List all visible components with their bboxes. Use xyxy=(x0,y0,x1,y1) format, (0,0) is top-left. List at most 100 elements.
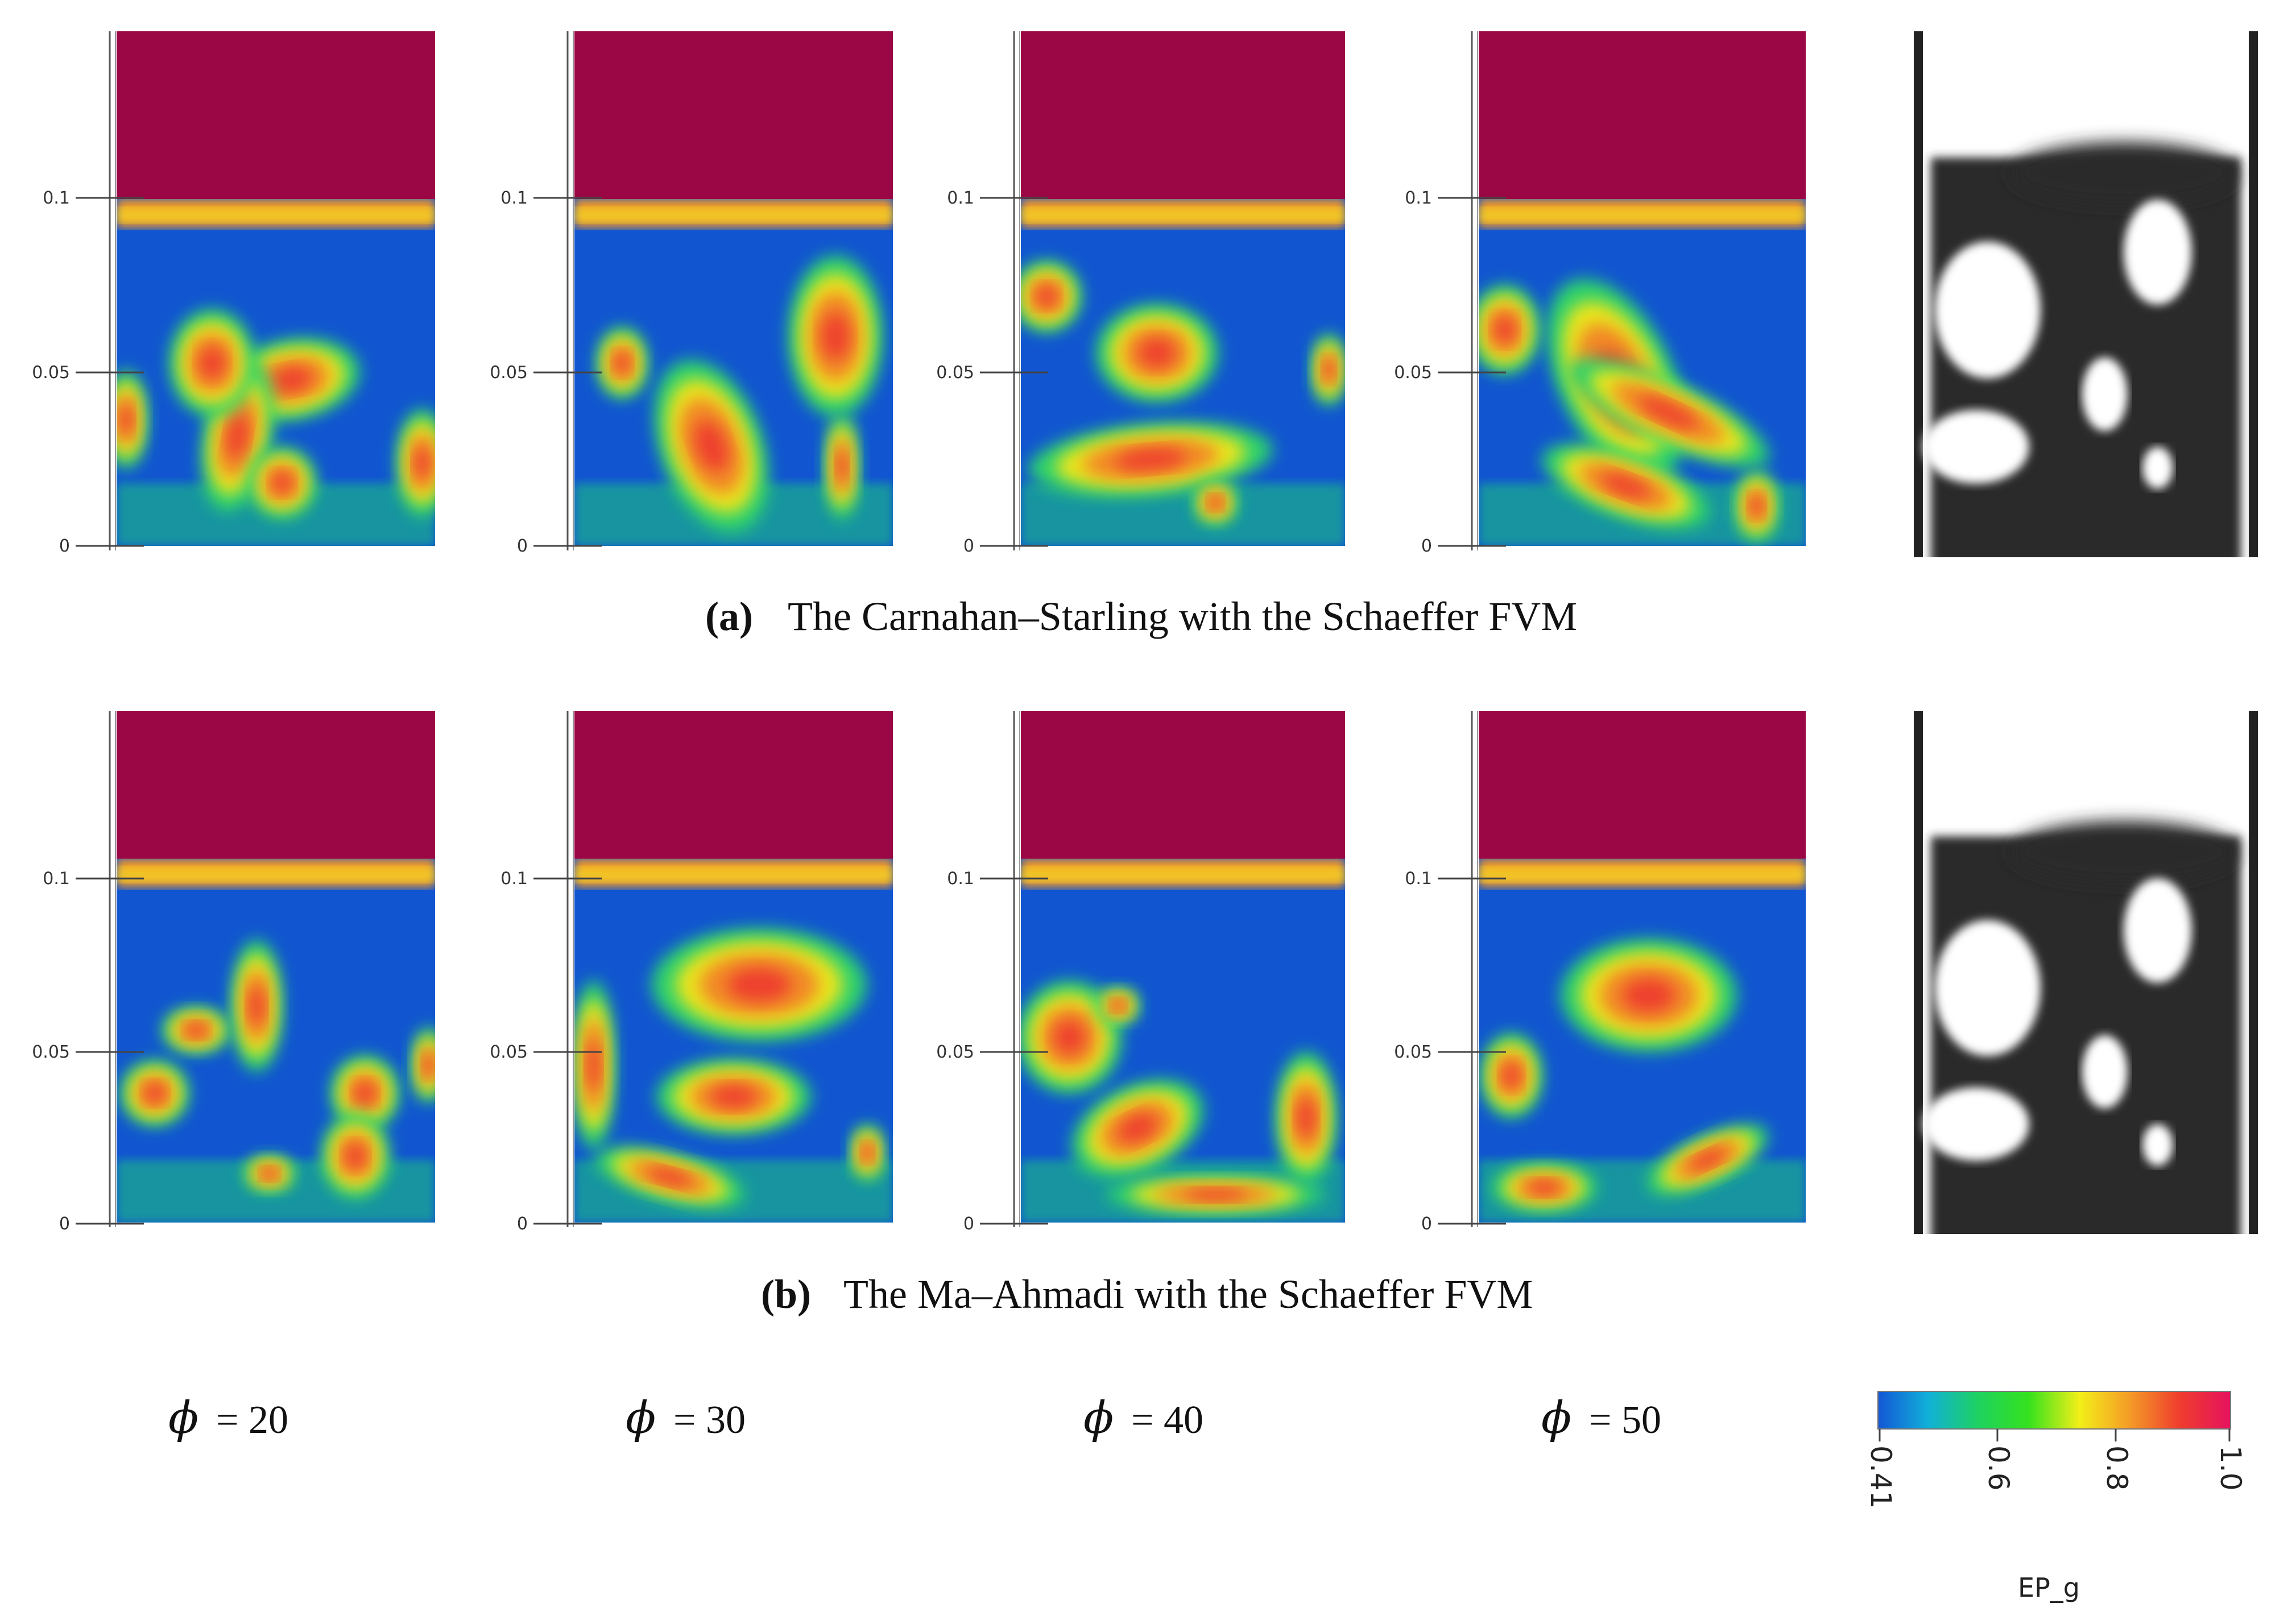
phi-symbol: ϕ xyxy=(1083,1393,1114,1444)
bubble-blob xyxy=(1491,1163,1598,1212)
experiment-photo xyxy=(1897,711,2275,1234)
colorbar-gradient xyxy=(1878,1391,2231,1429)
y-tick-label: 0 xyxy=(517,536,528,556)
bubble-white xyxy=(2082,1035,2128,1109)
bubble-blob xyxy=(243,1154,296,1193)
bubble-blob xyxy=(788,255,883,417)
surface-band-light xyxy=(117,867,435,882)
bubble-blob xyxy=(596,327,648,399)
bubble-blob xyxy=(247,446,317,519)
phi-label-30: ϕ = 30 xyxy=(626,1393,746,1444)
surface-band-light xyxy=(1021,867,1345,882)
bubble-blob xyxy=(1560,938,1737,1052)
bubble-white xyxy=(2124,878,2192,983)
surface-band-light xyxy=(1479,867,1806,882)
bubble-blob xyxy=(825,412,859,520)
freeboard-region xyxy=(574,711,893,859)
bubble-white xyxy=(2142,446,2173,489)
bed-bottom-band xyxy=(1021,483,1345,546)
bubble-blob xyxy=(1734,470,1779,542)
y-tick-label: 0.05 xyxy=(490,1042,528,1062)
bubble-blob xyxy=(169,309,255,417)
column-wall xyxy=(1914,31,1923,557)
surface-band-light xyxy=(574,867,893,882)
bubble-blob xyxy=(651,928,867,1042)
caption-a: (a) The Carnahan–Starling with the Schae… xyxy=(705,594,1577,639)
phi-value: = 30 xyxy=(673,1398,746,1442)
bed-dark xyxy=(2010,142,2237,205)
bubble-blob xyxy=(396,409,435,517)
contour-panel: 0 0.05 0.1 xyxy=(490,711,893,1234)
y-tick-label: 0.1 xyxy=(947,188,974,208)
y-tick-label: 0.05 xyxy=(32,1042,70,1062)
phi-value: = 50 xyxy=(1589,1398,1661,1442)
column-wall xyxy=(2249,711,2258,1234)
freeboard-region xyxy=(574,31,893,199)
column-wall xyxy=(2249,31,2258,557)
contour-panel: 0 0.05 0.1 xyxy=(936,711,1345,1234)
bubble-blob xyxy=(1193,480,1238,525)
contour-panel: 0 0.05 0.1 xyxy=(1394,711,1806,1234)
bed-dark xyxy=(2010,821,2237,884)
caption-b-text: The Ma–Ahmadi with the Schaeffer FVM xyxy=(843,1271,1533,1317)
simulation-panels: 0 0.05 0.1 0 0.05 0.1 0 0.05 0.1 0 0.05 0.1 0 0.05 0.1… xyxy=(32,31,1806,1234)
bubble-blob xyxy=(411,1027,435,1103)
bubble-blob xyxy=(1479,284,1541,375)
contour-panel: 0 0.05 0.1 xyxy=(1394,31,1806,556)
contour-panel: 0 0.05 0.1 xyxy=(936,31,1345,556)
freeboard-region xyxy=(117,711,435,859)
colorbar-title: EP_g xyxy=(2018,1572,2080,1603)
colorbar-tick-label: 0.8 xyxy=(2100,1445,2133,1491)
bubble-blob xyxy=(162,1006,231,1054)
contour-panel: 0 0.05 0.1 xyxy=(32,711,435,1234)
caption-b-label: (b) xyxy=(761,1271,811,1317)
y-tick-label: 0.1 xyxy=(1405,869,1432,889)
y-tick-label: 0 xyxy=(59,536,70,556)
y-tick-label: 0 xyxy=(1421,1214,1432,1234)
bubble-white xyxy=(2142,1124,2173,1166)
bubble-white xyxy=(1934,920,2041,1057)
y-tick-label: 0.1 xyxy=(43,869,70,889)
bubble-blob xyxy=(231,939,283,1072)
caption-a-label: (a) xyxy=(705,594,753,639)
bubble-blob xyxy=(117,370,148,469)
experiment-photos xyxy=(1897,31,2275,1234)
freeboard-region xyxy=(1479,31,1806,199)
bubble-blob xyxy=(1071,1079,1204,1177)
colorbar-tick-label: 0.41 xyxy=(1864,1445,1897,1509)
surface-band-light xyxy=(1479,208,1806,222)
y-tick-label: 0.05 xyxy=(936,1042,974,1062)
freeboard-region xyxy=(1021,31,1345,199)
y-tick-label: 0 xyxy=(1421,536,1432,556)
bubble-blob xyxy=(1028,422,1273,497)
caption-a-text: The Carnahan–Starling with the Schaeffer… xyxy=(788,594,1577,639)
surface-band-light xyxy=(574,208,893,222)
bubble-blob xyxy=(1567,358,1769,468)
bubble-blob xyxy=(330,1055,400,1131)
colorbar-frame xyxy=(1877,1391,2231,1430)
y-tick-label: 0.1 xyxy=(500,188,528,208)
y-tick-label: 0.05 xyxy=(1394,363,1432,383)
phi-symbol: ϕ xyxy=(626,1393,656,1444)
y-tick-label: 0.05 xyxy=(1394,1042,1432,1062)
bubble-white xyxy=(2082,357,2128,431)
y-tick-label: 0.05 xyxy=(32,363,70,383)
y-tick-label: 0.1 xyxy=(1405,188,1432,208)
y-tick-label: 0.1 xyxy=(500,869,528,889)
bubble-white xyxy=(2124,200,2192,305)
bubble-blob xyxy=(321,1113,390,1199)
bubble-blob xyxy=(1275,1051,1337,1184)
colorbar-tick-label: 1.0 xyxy=(2214,1445,2247,1491)
surface-band-light xyxy=(117,208,435,222)
bubble-white xyxy=(1934,242,2041,379)
y-tick-label: 0 xyxy=(59,1214,70,1234)
phi-label-40: ϕ = 40 xyxy=(1083,1393,1203,1444)
contour-panel: 0 0.05 0.1 xyxy=(490,31,893,556)
y-tick-label: 0 xyxy=(963,536,974,556)
phi-value: = 20 xyxy=(216,1398,288,1442)
phi-label-20: ϕ = 20 xyxy=(168,1393,288,1444)
bubble-blob xyxy=(1021,980,1122,1094)
y-tick-label: 0.1 xyxy=(43,188,70,208)
bubble-blob xyxy=(1646,1124,1769,1195)
